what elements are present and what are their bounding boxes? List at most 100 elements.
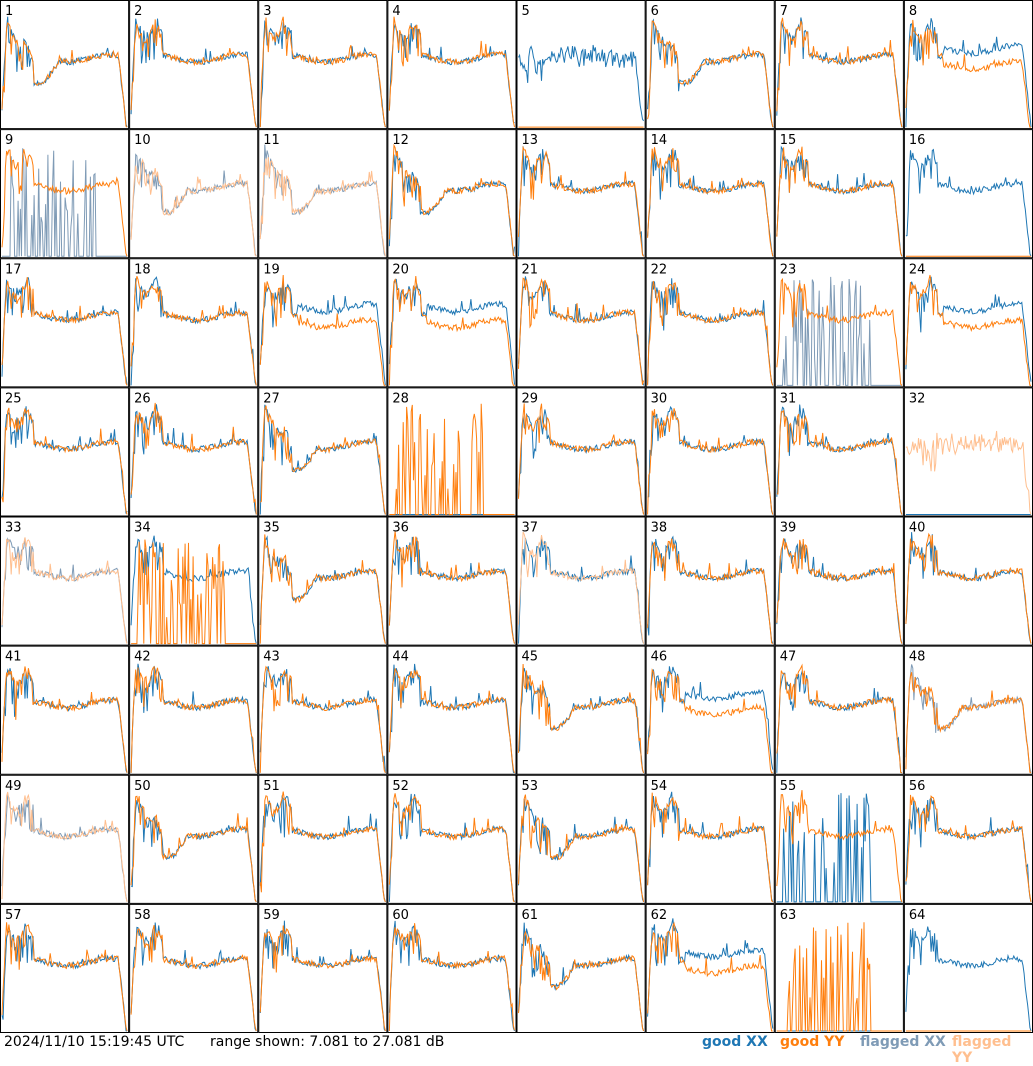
series-yy-21 — [518, 277, 645, 385]
panel-frame — [387, 258, 517, 388]
series-yy-50 — [130, 795, 257, 903]
series-xx-56 — [905, 796, 1032, 903]
series-xx-24 — [905, 276, 1032, 382]
panel-frame — [129, 129, 259, 259]
panel-47: 47 — [774, 645, 904, 775]
panel-52: 52 — [387, 774, 517, 904]
panel-label: 55 — [780, 779, 797, 794]
panel-label: 32 — [909, 391, 926, 406]
series-yy-46 — [647, 668, 773, 774]
series-yy-58 — [130, 924, 257, 1032]
panel-21: 21 — [516, 258, 646, 388]
panel-25: 25 — [0, 387, 130, 517]
series-yy-23 — [776, 277, 903, 386]
panel-label: 1 — [5, 4, 13, 19]
panel-23: 23 — [774, 258, 904, 388]
panel-frame — [258, 0, 388, 130]
panel-label: 6 — [651, 4, 659, 19]
panel-26: 26 — [129, 387, 259, 517]
panel-60: 60 — [387, 903, 517, 1033]
series-yy-15 — [776, 146, 903, 257]
panel-frame — [903, 258, 1033, 388]
panel-label: 24 — [909, 262, 926, 277]
panel-50: 50 — [129, 774, 259, 904]
panel-label: 48 — [909, 650, 926, 665]
panel-label: 47 — [780, 650, 797, 665]
panel-frame — [774, 516, 904, 646]
panel-label: 5 — [522, 4, 530, 19]
series-yy-61 — [518, 930, 645, 1032]
series-yy-51 — [259, 791, 386, 903]
series-xx-59 — [259, 920, 386, 1032]
series-xx-23 — [776, 276, 902, 386]
panel-7: 7 — [774, 0, 904, 130]
panel-label: 50 — [134, 779, 151, 794]
panel-8: 8 — [903, 0, 1033, 130]
series-xx-38 — [647, 535, 774, 644]
timestamp: 2024/11/10 15:19:45 UTC — [4, 1034, 185, 1050]
panel-label: 59 — [263, 908, 280, 923]
panel-39: 39 — [774, 516, 904, 646]
panel-label: 16 — [909, 133, 926, 148]
panel-frame — [387, 645, 517, 775]
panel-1: 1 — [0, 0, 130, 130]
panel-4: 4 — [387, 0, 517, 130]
panel-frame — [774, 0, 904, 130]
series-yy-40 — [905, 532, 1032, 644]
series-yy-39 — [776, 538, 903, 644]
panel-label: 25 — [5, 391, 22, 406]
series-yy-49 — [1, 791, 128, 903]
panel-label: 22 — [651, 262, 668, 277]
panel-34: 34 — [129, 516, 259, 646]
panel-63: 63 — [774, 903, 904, 1033]
panel-label: 58 — [134, 908, 151, 923]
series-yy-13 — [518, 145, 645, 257]
panel-35: 35 — [258, 516, 388, 646]
panel-55: 55 — [774, 774, 904, 904]
series-yy-26 — [130, 402, 257, 515]
panel-36: 36 — [387, 516, 517, 646]
series-xx-9 — [2, 148, 128, 257]
series-yy-41 — [1, 666, 128, 773]
series-yy-4 — [388, 16, 515, 128]
panel-59: 59 — [258, 903, 388, 1033]
series-xx-10 — [130, 153, 257, 257]
panel-label: 54 — [651, 779, 668, 794]
series-xx-29 — [518, 409, 645, 515]
series-yy-19 — [259, 274, 386, 386]
footer: 2024/11/10 15:19:45 UTC range shown: 7.0… — [0, 1033, 1033, 1066]
series-yy-62 — [647, 921, 773, 1032]
panel-frame — [903, 774, 1033, 904]
series-xx-19 — [259, 283, 386, 386]
panel-frame — [516, 258, 646, 388]
panel-frame — [516, 774, 646, 904]
series-yy-9 — [1, 149, 128, 257]
panel-frame — [258, 516, 388, 646]
panel-16: 16 — [903, 129, 1033, 259]
panel-15: 15 — [774, 129, 904, 259]
panel-22: 22 — [645, 258, 775, 388]
series-yy-1 — [1, 22, 128, 128]
panel-label: 43 — [263, 650, 280, 665]
panel-label: 19 — [263, 262, 280, 277]
series-yy-53 — [518, 794, 645, 902]
panel-64: 64 — [903, 903, 1033, 1033]
panel-24: 24 — [903, 258, 1033, 388]
panel-40: 40 — [903, 516, 1033, 646]
series-yy-32 — [905, 430, 1032, 515]
series-yy-45 — [518, 663, 645, 773]
panel-6: 6 — [645, 0, 775, 130]
panel-frame — [258, 903, 388, 1033]
panel-label: 23 — [780, 262, 797, 277]
panel-label: 41 — [5, 650, 22, 665]
panel-label: 62 — [651, 908, 668, 923]
panel-62: 62 — [645, 903, 775, 1033]
panel-31: 31 — [774, 387, 904, 517]
series-yy-29 — [518, 403, 645, 515]
panel-13: 13 — [516, 129, 646, 259]
panel-11: 11 — [258, 129, 388, 259]
panel-frame — [129, 774, 259, 904]
panel-label: 28 — [392, 391, 409, 406]
panel-frame — [516, 903, 646, 1033]
